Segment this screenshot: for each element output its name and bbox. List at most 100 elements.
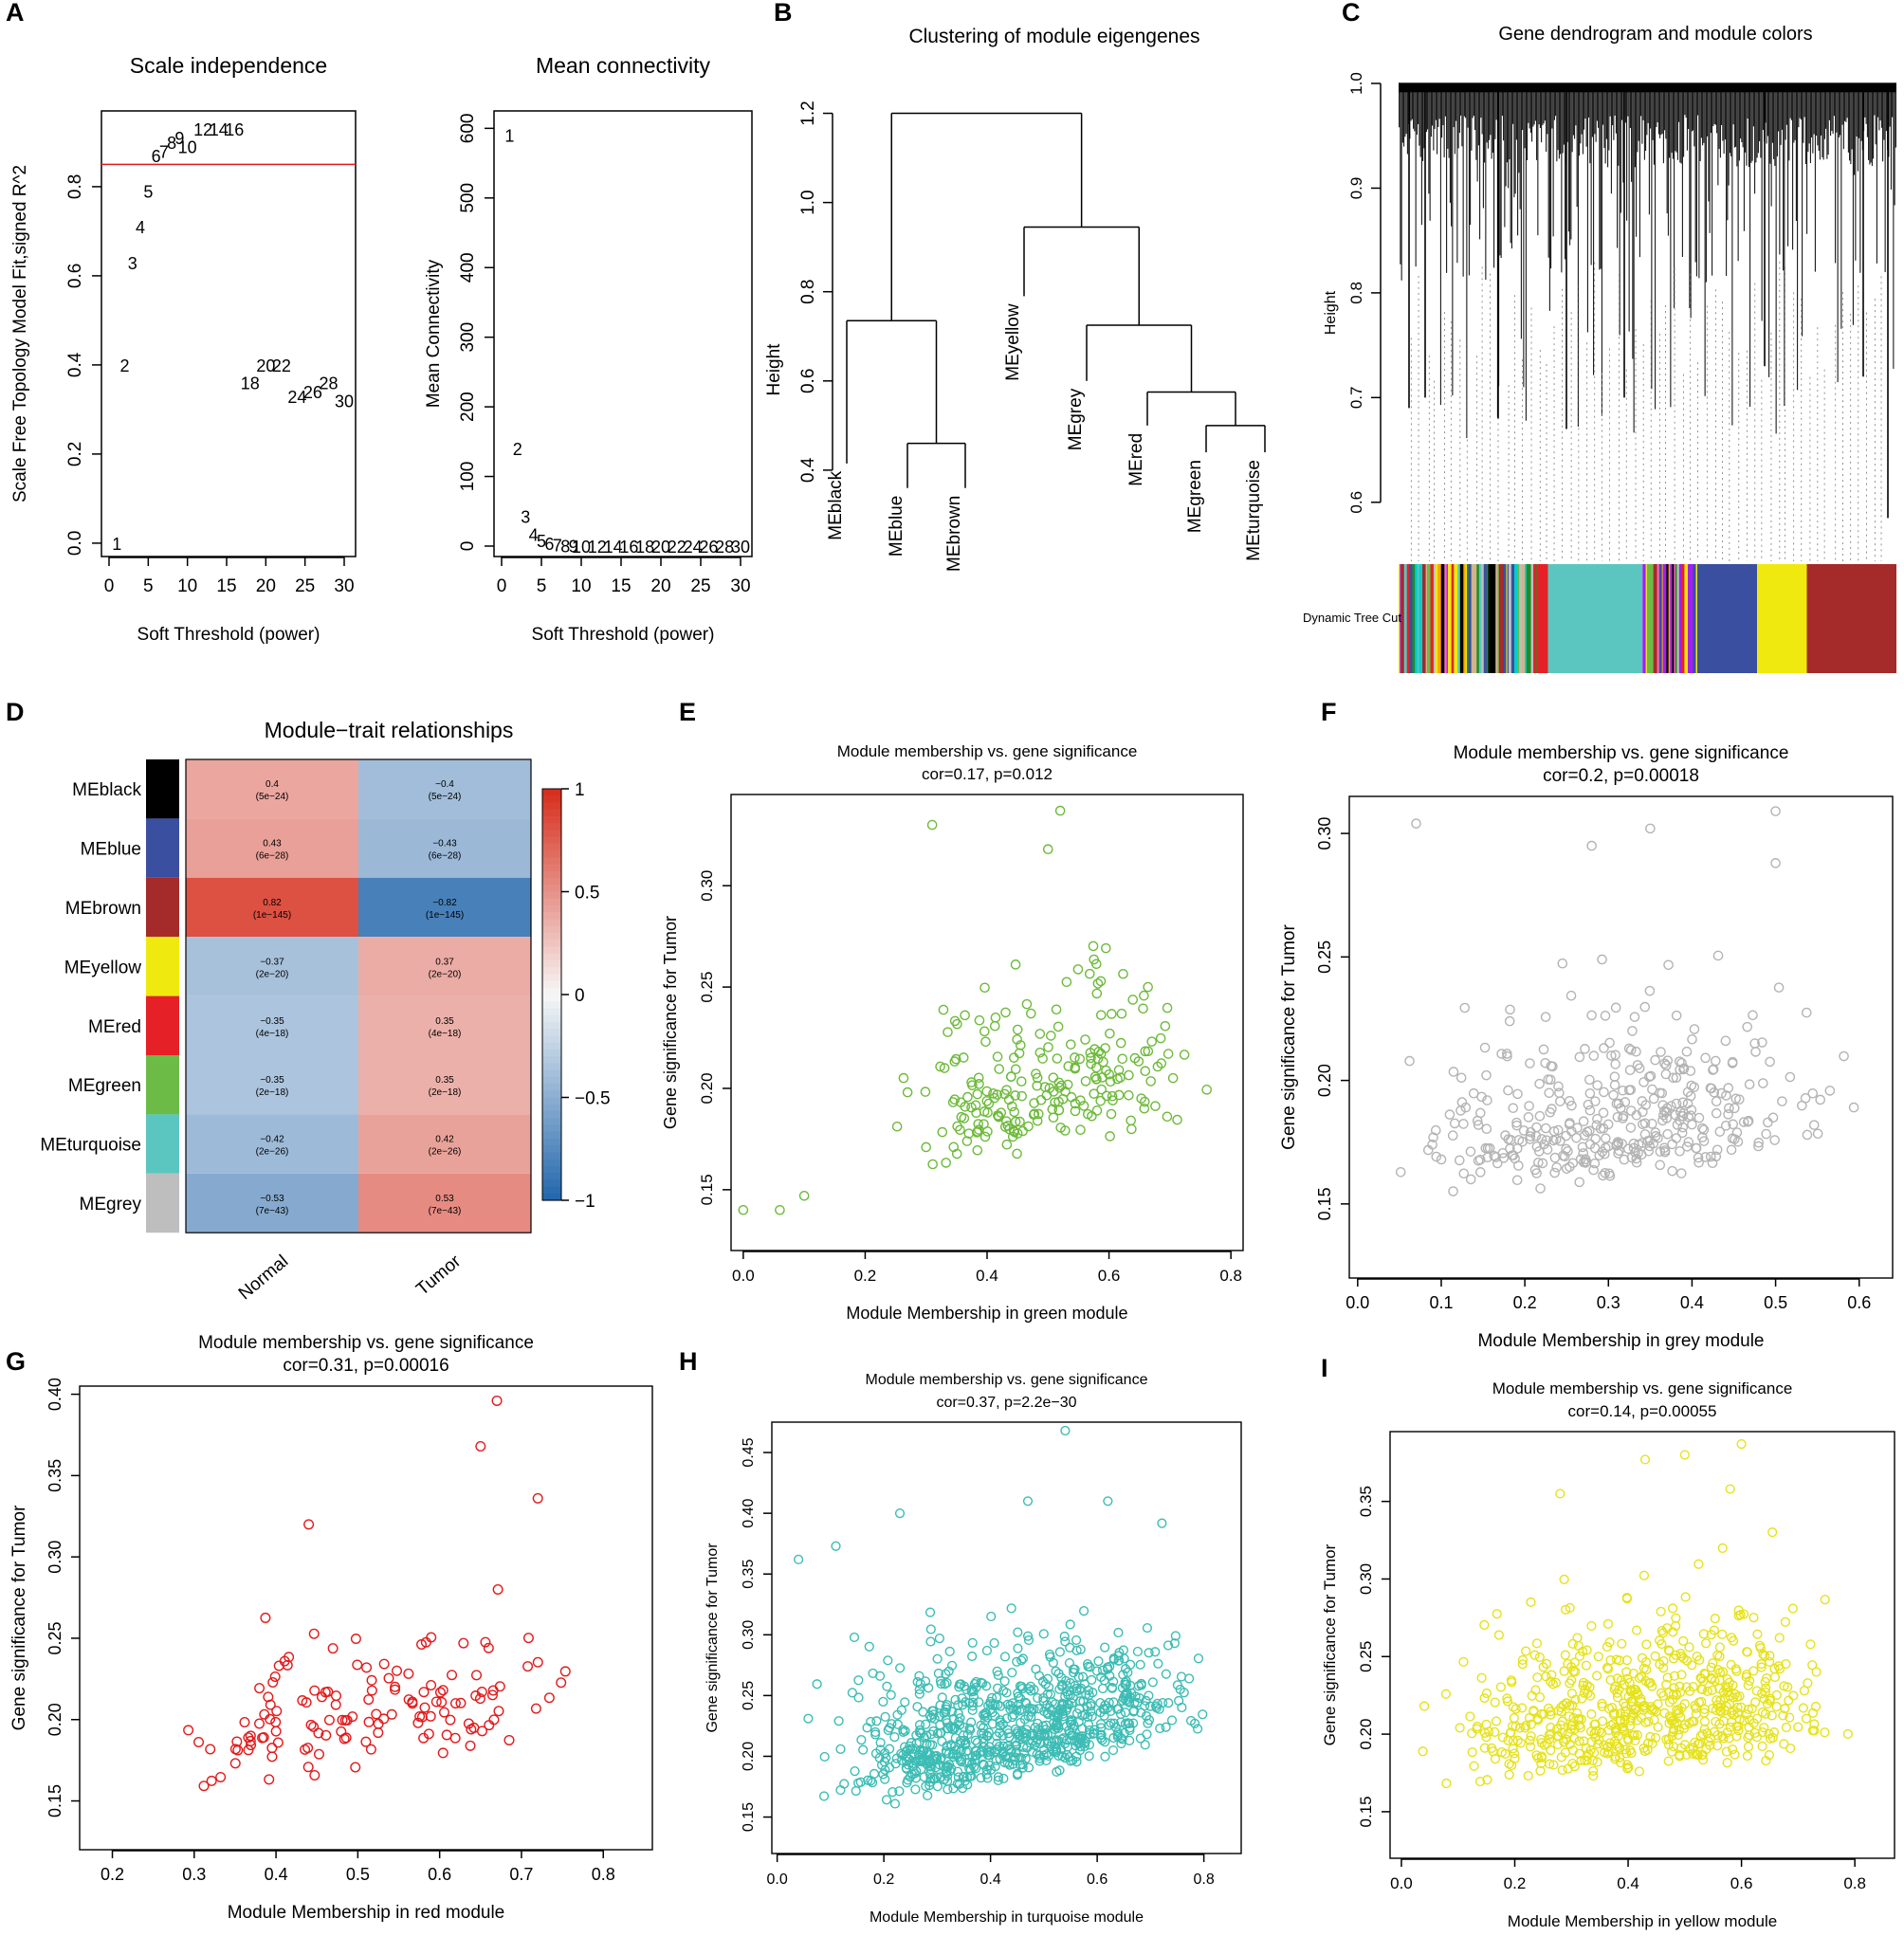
- data-point: [1449, 1118, 1460, 1129]
- data-point: [1014, 1699, 1024, 1709]
- data-point: [1027, 1730, 1037, 1741]
- data-point: [1479, 1743, 1490, 1753]
- data-point: [998, 1741, 1009, 1751]
- data-point: [995, 1717, 1005, 1727]
- data-point: [928, 1709, 939, 1720]
- data-point: [1610, 1002, 1621, 1014]
- legend-gradient-step: [542, 1021, 561, 1030]
- heatmap-cell: [358, 818, 531, 878]
- data-point: [492, 1583, 503, 1595]
- data-point: [1574, 1051, 1585, 1063]
- data-point: [475, 1440, 486, 1452]
- data-point: [1559, 1666, 1569, 1676]
- data-point: [352, 1659, 363, 1671]
- data-point: [1013, 1627, 1023, 1637]
- data-point: [934, 1633, 944, 1644]
- data-point: [1619, 1154, 1630, 1165]
- data-point: [1571, 1132, 1582, 1143]
- cell-pvalue: (7e−43): [429, 1206, 462, 1216]
- color-row-label: Dynamic Tree Cut: [1303, 611, 1401, 625]
- data-point: [948, 1142, 960, 1153]
- data-point: [1631, 1153, 1642, 1164]
- data-point: [279, 1655, 290, 1667]
- data-point: [1601, 1133, 1611, 1143]
- y-axis-label: Scale Free Topology Model Fit,signed R^2: [10, 165, 30, 502]
- eigengene-dendrogram: Clustering of module eigengenes0.40.60.8…: [764, 26, 1266, 572]
- data-point: [1720, 1035, 1731, 1047]
- data-point: [943, 1784, 953, 1795]
- module-color-stripe: [1403, 564, 1407, 673]
- data-point: [1584, 1074, 1595, 1086]
- data-point: [1132, 1646, 1144, 1657]
- data-point: [1155, 1723, 1165, 1734]
- x-tick-label: 0: [104, 576, 115, 596]
- power-point-label: 2: [513, 440, 522, 459]
- data-point: [939, 1774, 949, 1785]
- data-point: [1727, 1133, 1738, 1144]
- y-tick-label: 0.20: [698, 1072, 716, 1104]
- data-point: [1682, 1087, 1693, 1098]
- cell-pvalue: (1e−145): [426, 910, 464, 921]
- data-point: [969, 1755, 980, 1765]
- data-point: [1070, 1105, 1081, 1117]
- module-color-block: [1488, 564, 1496, 673]
- plot-frame: [493, 110, 753, 557]
- dendrogram-top-mass: [1399, 82, 1896, 93]
- cell-pvalue: (6e−28): [429, 851, 462, 862]
- data-point: [1717, 1629, 1728, 1639]
- data-point: [892, 1719, 903, 1729]
- data-point: [1609, 1080, 1620, 1090]
- data-point: [1118, 1645, 1128, 1655]
- data-point: [1050, 1097, 1060, 1108]
- data-point: [894, 1786, 905, 1797]
- x-tick-label: 5: [537, 576, 547, 596]
- data-point: [902, 1087, 913, 1098]
- data-point: [812, 1679, 822, 1689]
- cell-pvalue: (2e−20): [429, 969, 462, 979]
- data-point: [323, 1714, 335, 1726]
- data-point: [1565, 1602, 1575, 1613]
- data-point: [1048, 1657, 1058, 1668]
- data-point: [1628, 1708, 1639, 1719]
- data-point: [1476, 1672, 1487, 1683]
- data-point: [1699, 1724, 1710, 1734]
- data-point: [1677, 1097, 1689, 1108]
- data-point: [1065, 1039, 1076, 1050]
- plot-title: Module membership vs. gene significance: [866, 1372, 1148, 1388]
- data-point: [1473, 1155, 1484, 1166]
- data-point: [1468, 1087, 1479, 1099]
- data-point: [920, 1676, 931, 1687]
- y-axis-label: Gene significance for Tumor: [9, 1505, 29, 1730]
- power-point-label: 10: [572, 538, 591, 557]
- data-point: [1645, 1070, 1657, 1082]
- data-point: [1059, 1631, 1070, 1642]
- power-point-label: 14: [210, 120, 229, 139]
- data-point: [205, 1744, 216, 1755]
- row-label: MEbrown: [65, 899, 141, 919]
- data-point: [1598, 1107, 1609, 1119]
- data-point: [1743, 1116, 1753, 1127]
- data-point: [1551, 1161, 1562, 1173]
- data-point: [1641, 1639, 1652, 1650]
- data-point: [1576, 1755, 1586, 1765]
- data-point: [484, 1720, 495, 1731]
- power-point-label: 12: [193, 120, 212, 139]
- data-point: [819, 1751, 830, 1762]
- data-point: [992, 1089, 1003, 1100]
- heatmap-cell: [358, 759, 531, 819]
- data-point: [1605, 1674, 1616, 1686]
- data-point: [1751, 1686, 1762, 1696]
- data-point: [1602, 1641, 1613, 1653]
- data-point: [1671, 1072, 1682, 1084]
- data-point: [1523, 1112, 1534, 1123]
- x-axis-label: Module Membership in yellow module: [1508, 1912, 1777, 1930]
- data-point: [1724, 1699, 1735, 1709]
- data-point: [1765, 1651, 1775, 1661]
- data-point: [1675, 1106, 1686, 1118]
- y-tick-label: 500: [458, 183, 478, 213]
- data-point: [925, 1740, 936, 1750]
- data-point: [981, 1681, 992, 1691]
- data-point: [1614, 1743, 1625, 1753]
- data-point: [794, 1554, 804, 1564]
- data-point: [1524, 1101, 1534, 1111]
